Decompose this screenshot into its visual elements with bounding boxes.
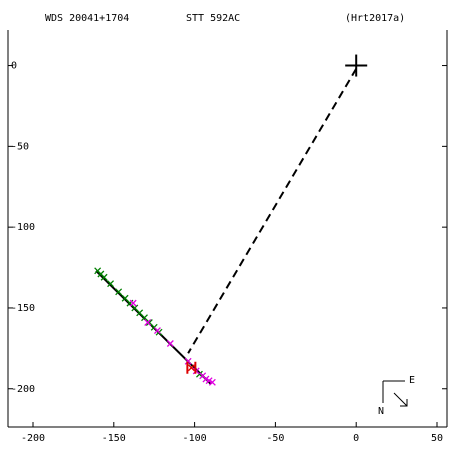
magenta-data-point: [153, 327, 161, 335]
magenta-data-point: [129, 299, 137, 307]
y-tick-label: -50: [11, 141, 29, 152]
separation-dashed-line: [187, 68, 358, 354]
y-tick-label: 0: [11, 61, 17, 72]
x-tick-label: -200: [21, 433, 45, 444]
magenta-data-point: [144, 319, 152, 326]
x-tick-label: -100: [183, 433, 207, 444]
x-axis-ticks: -200 -150 -100 -50 0 50: [21, 422, 443, 444]
magenta-data-point: [184, 357, 192, 365]
compass-north-label: N: [378, 406, 384, 417]
primary-star-marker: [345, 54, 368, 77]
x-tick-label: -50: [266, 433, 284, 444]
y-tick-label: -200: [11, 384, 35, 395]
green-data-point: [107, 280, 115, 288]
y-tick-label: -150: [11, 303, 35, 314]
x-tick-label: 0: [353, 433, 359, 444]
y-tick-label: -100: [11, 222, 35, 233]
compass-arrow-head: [400, 399, 408, 407]
data-points: [94, 267, 216, 386]
green-data-point: [100, 273, 108, 281]
header-left-label: WDS 20041+1704: [45, 13, 129, 24]
green-data-point: [115, 288, 123, 296]
header-center-label: STT 592AC: [186, 13, 240, 24]
compass-arrow-shaft: [393, 392, 408, 407]
compass-rose: E N: [378, 375, 415, 417]
header-right-label: (Hrt2017a): [345, 13, 405, 24]
y-axis-ticks: 0 -50 -100 -150 -200: [8, 61, 447, 395]
red-data-point: [186, 361, 197, 374]
x-tick-label: 50: [431, 433, 443, 444]
magenta-data-point: [166, 340, 174, 347]
compass-east-label: E: [409, 375, 415, 386]
axes-frame: [7, 30, 448, 428]
x-tick-label: -150: [102, 433, 126, 444]
magenta-data-point: [208, 378, 216, 386]
